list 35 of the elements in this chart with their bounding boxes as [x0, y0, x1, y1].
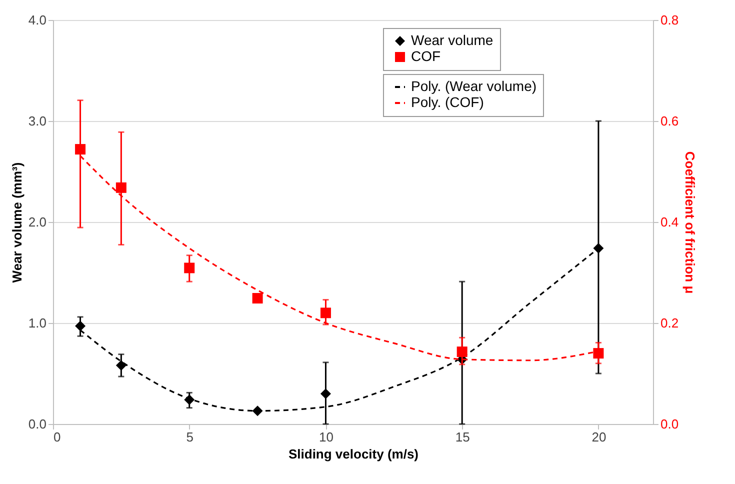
legend-label: COF	[411, 48, 441, 64]
y-tick-label: 0.0	[28, 416, 46, 432]
x-tick-label: 5	[186, 430, 194, 444]
y-tick-label: 1.0	[28, 316, 46, 330]
y-axis-title: Wear volume (mm³)	[9, 162, 24, 283]
point	[320, 388, 331, 399]
x-axis-title: Sliding velocity (m/s)	[288, 446, 419, 462]
x-tick-label: 10	[318, 430, 334, 444]
point	[252, 293, 263, 304]
y2-tick-label: 0.6	[660, 114, 679, 128]
legend-label: Poly. (Wear volume)	[411, 78, 537, 94]
point	[184, 262, 195, 274]
point	[456, 346, 468, 358]
point	[320, 308, 331, 318]
y-tick-label: 3.0	[28, 114, 46, 128]
x-tick-label: 0	[54, 430, 61, 444]
point	[75, 144, 86, 155]
point	[116, 360, 126, 371]
x-tick-label: 15	[455, 430, 470, 444]
legend-label: Wear volume	[411, 32, 494, 48]
point	[116, 182, 126, 193]
y2-tick-label: 0.8	[660, 12, 679, 28]
y-tick-label: 4.0	[28, 12, 46, 28]
y-tick-label: 2.0	[28, 214, 46, 230]
point	[252, 406, 263, 416]
y2-tick-label: 0.0	[660, 416, 679, 432]
point	[75, 320, 86, 332]
point	[593, 348, 604, 359]
y2-tick-label: 0.4	[660, 214, 679, 230]
point	[184, 394, 195, 406]
point	[593, 243, 604, 254]
legend-label: Poly. (COF)	[411, 94, 484, 110]
y2-axis-title: Coefficient of friction μ	[682, 151, 698, 294]
x-tick-label: 20	[592, 430, 606, 444]
y2-tick-label: 0.2	[660, 316, 679, 330]
